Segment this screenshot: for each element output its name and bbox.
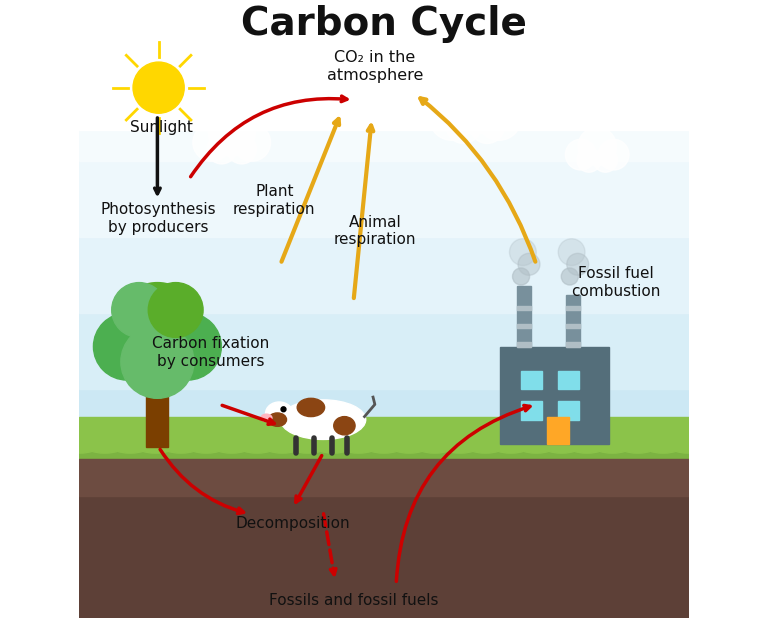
- Circle shape: [227, 134, 257, 164]
- Bar: [147, 356, 167, 447]
- Circle shape: [121, 325, 194, 398]
- Circle shape: [429, 96, 474, 141]
- Circle shape: [94, 313, 161, 380]
- Bar: [144, 350, 170, 386]
- Ellipse shape: [266, 402, 293, 425]
- Text: Animal
respiration: Animal respiration: [333, 215, 416, 247]
- Circle shape: [477, 96, 521, 141]
- Ellipse shape: [84, 435, 126, 453]
- Circle shape: [193, 124, 230, 161]
- Bar: [548, 417, 568, 444]
- Text: Carbon fixation
by consumers: Carbon fixation by consumers: [152, 337, 269, 369]
- Bar: [500, 347, 609, 444]
- Text: Sunlight: Sunlight: [131, 119, 193, 135]
- Ellipse shape: [280, 400, 366, 439]
- Ellipse shape: [210, 435, 253, 453]
- Bar: [517, 342, 531, 347]
- Bar: [521, 401, 542, 420]
- Ellipse shape: [362, 435, 406, 453]
- Text: Plant
respiration: Plant respiration: [233, 184, 316, 217]
- Circle shape: [148, 283, 203, 337]
- Bar: [517, 306, 531, 310]
- Circle shape: [578, 128, 617, 166]
- Ellipse shape: [439, 435, 482, 453]
- Circle shape: [133, 62, 184, 113]
- Circle shape: [448, 79, 503, 134]
- Circle shape: [598, 139, 629, 170]
- Text: Carbon Cycle: Carbon Cycle: [241, 5, 527, 43]
- Bar: [79, 9, 689, 131]
- Ellipse shape: [591, 435, 634, 453]
- Bar: [565, 295, 580, 347]
- Bar: [558, 371, 579, 389]
- Bar: [517, 285, 531, 347]
- Bar: [565, 342, 580, 347]
- Ellipse shape: [286, 435, 329, 453]
- Ellipse shape: [566, 435, 608, 453]
- Ellipse shape: [134, 435, 177, 453]
- Bar: [79, 161, 689, 237]
- Circle shape: [558, 239, 585, 266]
- Bar: [79, 85, 689, 161]
- Bar: [79, 313, 689, 389]
- Bar: [79, 417, 689, 465]
- Ellipse shape: [58, 435, 101, 453]
- Bar: [521, 371, 542, 389]
- Ellipse shape: [642, 435, 684, 453]
- Ellipse shape: [667, 435, 710, 453]
- Circle shape: [561, 268, 578, 285]
- Circle shape: [567, 253, 588, 275]
- Circle shape: [565, 139, 596, 170]
- Ellipse shape: [337, 435, 380, 453]
- Ellipse shape: [541, 435, 583, 453]
- Circle shape: [233, 124, 270, 161]
- Circle shape: [208, 109, 255, 156]
- Text: Fossils and fossil fuels: Fossils and fossil fuels: [269, 593, 439, 608]
- Circle shape: [207, 134, 237, 164]
- Bar: [565, 306, 580, 310]
- Ellipse shape: [515, 435, 558, 453]
- Ellipse shape: [388, 435, 431, 453]
- Bar: [79, 237, 689, 313]
- Ellipse shape: [268, 413, 286, 426]
- Text: Fossil fuel
combustion: Fossil fuel combustion: [571, 266, 660, 299]
- Circle shape: [470, 108, 505, 144]
- Ellipse shape: [185, 435, 227, 453]
- Text: Decomposition: Decomposition: [235, 516, 350, 530]
- Ellipse shape: [261, 435, 304, 453]
- Bar: [517, 324, 531, 328]
- Ellipse shape: [489, 435, 532, 453]
- Circle shape: [111, 283, 167, 337]
- Ellipse shape: [297, 398, 325, 417]
- Circle shape: [512, 268, 530, 285]
- Ellipse shape: [261, 414, 272, 422]
- Circle shape: [594, 148, 617, 172]
- Bar: [565, 324, 580, 328]
- Bar: [558, 401, 579, 420]
- Text: CO₂ in the
atmosphere: CO₂ in the atmosphere: [326, 50, 423, 82]
- Ellipse shape: [413, 435, 456, 453]
- Circle shape: [509, 239, 536, 266]
- Ellipse shape: [334, 417, 355, 435]
- Ellipse shape: [160, 435, 202, 453]
- Ellipse shape: [312, 435, 355, 453]
- Circle shape: [154, 313, 221, 380]
- Text: Photosynthesis
by producers: Photosynthesis by producers: [101, 202, 217, 235]
- Circle shape: [518, 253, 540, 275]
- Circle shape: [281, 407, 286, 412]
- Ellipse shape: [236, 435, 279, 453]
- Circle shape: [114, 283, 200, 368]
- Bar: [79, 465, 689, 618]
- Bar: [79, 459, 689, 496]
- Bar: [79, 9, 689, 85]
- Ellipse shape: [617, 435, 659, 453]
- Circle shape: [446, 108, 481, 144]
- Ellipse shape: [464, 435, 507, 453]
- Circle shape: [577, 148, 601, 172]
- Ellipse shape: [109, 435, 151, 453]
- Bar: [79, 389, 689, 465]
- Bar: [79, 447, 689, 477]
